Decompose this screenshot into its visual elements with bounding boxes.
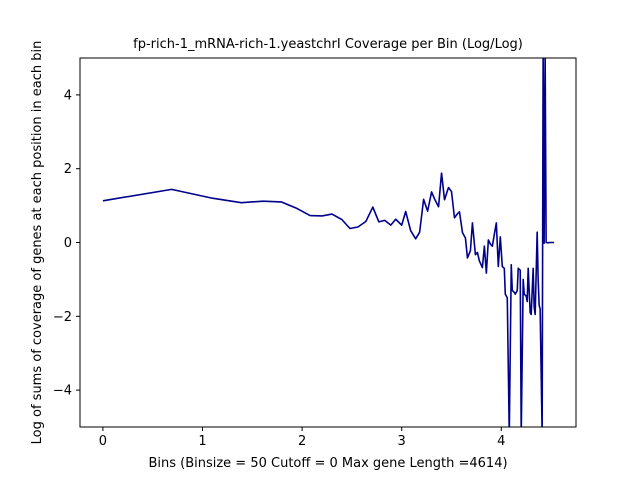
y-tick-label: 2 [64,162,72,177]
x-tick-label: 1 [198,434,206,449]
x-tick-label: 3 [398,434,406,449]
x-axis-label: Bins (Binsize = 50 Cutoff = 0 Max gene L… [148,456,507,471]
x-tick-label: 4 [497,434,505,449]
x-tick-label: 2 [298,434,306,449]
series-layer [102,58,555,427]
x-axis-ticks: 0 1 2 3 4 [99,427,505,449]
series-line [102,58,555,427]
x-tick-label: 0 [99,434,107,449]
y-tick-label: −4 [53,384,72,399]
y-tick-label: 0 [64,236,72,251]
y-axis-ticks: −4 −2 0 2 4 [53,88,80,399]
chart-title: fp-rich-1_mRNA-rich-1.yeastchrI Coverage… [133,37,523,52]
y-tick-label: 4 [64,88,72,103]
y-tick-label: −2 [53,310,72,325]
y-axis-label: Log of sums of coverage of genes at each… [30,41,45,445]
